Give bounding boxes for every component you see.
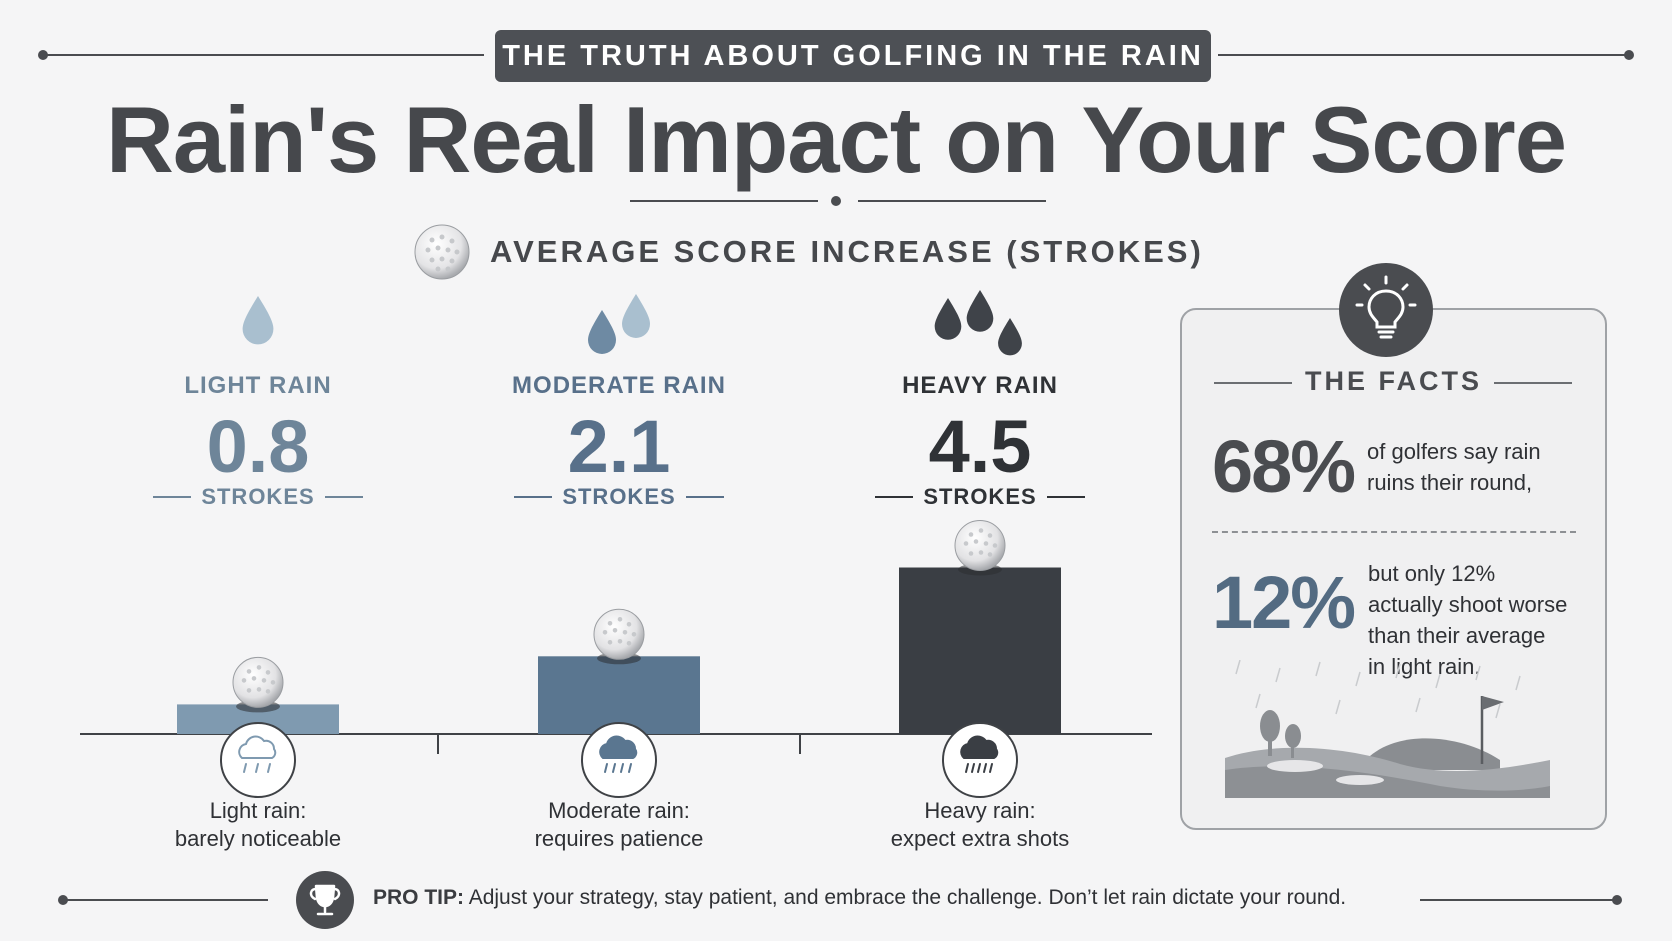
facts-title: THE FACTS (1304, 366, 1482, 396)
trophy-icon (309, 884, 341, 916)
pro-tip-body: Adjust your strategy, stay patient, and … (464, 886, 1347, 909)
title-underline-left (630, 200, 818, 202)
light-rain-cloud-icon (220, 722, 296, 798)
raindrop-icon-light-rain (242, 296, 274, 345)
description-moderate-rain: Moderate rain: requires patience (534, 798, 704, 851)
facts-panel (1180, 308, 1607, 830)
moderate-rain-cloud-icon (581, 722, 657, 798)
stat-68-percent: 68% (1212, 425, 1356, 508)
category-label-light-rain: LIGHT RAIN (184, 372, 332, 399)
heavy-rain-cloud-icon (942, 722, 1018, 798)
title-underline-dot (831, 196, 841, 206)
unit-label-light-rain: STROKES (128, 484, 388, 510)
unit-label-heavy-rain: STROKES (850, 484, 1110, 510)
pro-tip-label: PRO TIP: (373, 886, 465, 909)
description-heavy-rain: Heavy rain: expect extra shots (890, 798, 1070, 851)
stat-12-percent: 12% (1212, 561, 1356, 644)
category-label-moderate-rain: MODERATE RAIN (512, 372, 726, 399)
golf-course-illustration (1225, 660, 1550, 798)
raindrop-icon-heavy-rain (934, 290, 1022, 356)
bar-heavy-rain (899, 567, 1061, 734)
facts-divider (1212, 531, 1576, 533)
stat-68-description: of golfers say rain ruins their round, (1367, 439, 1541, 495)
tip-rule-left (62, 899, 268, 901)
raindrop-icon-moderate-rain (588, 294, 650, 354)
title-underline-right (858, 200, 1046, 202)
banner-rule-dot-left (38, 50, 48, 60)
golf-ball-icon (414, 224, 470, 280)
banner-label: THE TRUTH ABOUT GOLFING IN THE RAIN (495, 30, 1211, 82)
tip-rule-dot-right (1612, 895, 1622, 905)
tip-rule-dot-left (58, 895, 68, 905)
value-label-light-rain: 0.8 (206, 405, 310, 488)
value-label-heavy-rain: 4.5 (928, 405, 1032, 488)
lightbulb-icon (1355, 275, 1417, 339)
banner-rule-dot-right (1624, 50, 1634, 60)
banner-rule-right (1218, 54, 1628, 56)
golf-ball-icon-light-rain (232, 656, 284, 713)
value-label-moderate-rain: 2.1 (567, 405, 671, 488)
golf-ball-icon-moderate-rain (593, 608, 645, 665)
stat-12-description: but only 12% actually shoot worse than t… (1368, 561, 1568, 679)
golf-ball-icon-heavy-rain (954, 520, 1006, 576)
category-label-heavy-rain: HEAVY RAIN (902, 372, 1058, 399)
facts-title-rule-left (1214, 382, 1292, 384)
pro-tip-text: PRO TIP: Adjust your strategy, stay pati… (373, 886, 1346, 910)
facts-title-rule-right (1494, 382, 1572, 384)
page-title: Rain's Real Impact on Your Score (106, 87, 1567, 192)
banner-rule-left (46, 54, 484, 56)
description-light-rain: Light rain: barely noticeable (174, 798, 342, 851)
unit-label-moderate-rain: STROKES (489, 484, 749, 510)
chart-heading: AVERAGE SCORE INCREASE (STROKES) (490, 234, 1204, 269)
tip-rule-right (1420, 899, 1616, 901)
bar-moderate-rain (538, 656, 700, 734)
